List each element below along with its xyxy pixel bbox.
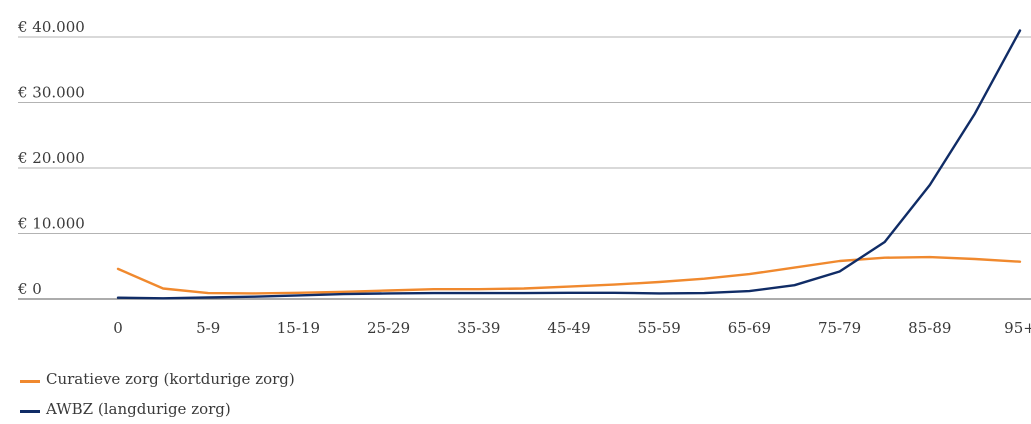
x-tick-label: 55-59 (638, 319, 681, 337)
x-tick-label: 85-89 (908, 319, 951, 337)
legend-item-curatieve: Curatieve zorg (kortdurige zorg) (20, 364, 295, 388)
legend-swatch-awbz (20, 410, 40, 413)
x-tick-label: 25-29 (367, 319, 410, 337)
x-axis-ticks: 0 5-9 15-19 25-29 35-39 45-49 55-59 65-69 75-79 8… (113, 319, 1031, 337)
y-tick-label: € 40.000 (17, 18, 85, 36)
x-tick-label: 15-19 (277, 319, 320, 337)
x-tick-label: 45-49 (547, 319, 590, 337)
x-tick-label: 75-79 (818, 319, 861, 337)
legend-swatch-curatieve (20, 380, 40, 383)
series-line-curatieve (116, 255, 1022, 295)
legend-label-awbz: AWBZ (langdurige zorg) (46, 400, 231, 418)
y-tick-label: € 0 (17, 280, 42, 298)
y-tick-label: € 30.000 (17, 84, 85, 102)
x-tick-label: 5-9 (196, 319, 220, 337)
x-tick-label: 0 (113, 319, 123, 337)
y-axis-ticks: € 0 € 10.000 € 20.000 € 30.000 € 40.000 (17, 18, 85, 298)
legend-label-curatieve: Curatieve zorg (kortdurige zorg) (46, 370, 295, 388)
y-tick-label: € 20.000 (17, 149, 85, 167)
x-tick-label: 95+ (1004, 319, 1031, 337)
series-lines (116, 29, 1022, 300)
y-tick-label: € 10.000 (17, 215, 85, 233)
x-tick-label: 35-39 (457, 319, 500, 337)
series-line-awbz (116, 29, 1022, 300)
x-tick-label: 65-69 (728, 319, 771, 337)
legend: Curatieve zorg (kortdurige zorg) AWBZ (l… (20, 364, 295, 424)
gridlines (18, 36, 1031, 300)
legend-item-awbz: AWBZ (langdurige zorg) (20, 394, 295, 418)
